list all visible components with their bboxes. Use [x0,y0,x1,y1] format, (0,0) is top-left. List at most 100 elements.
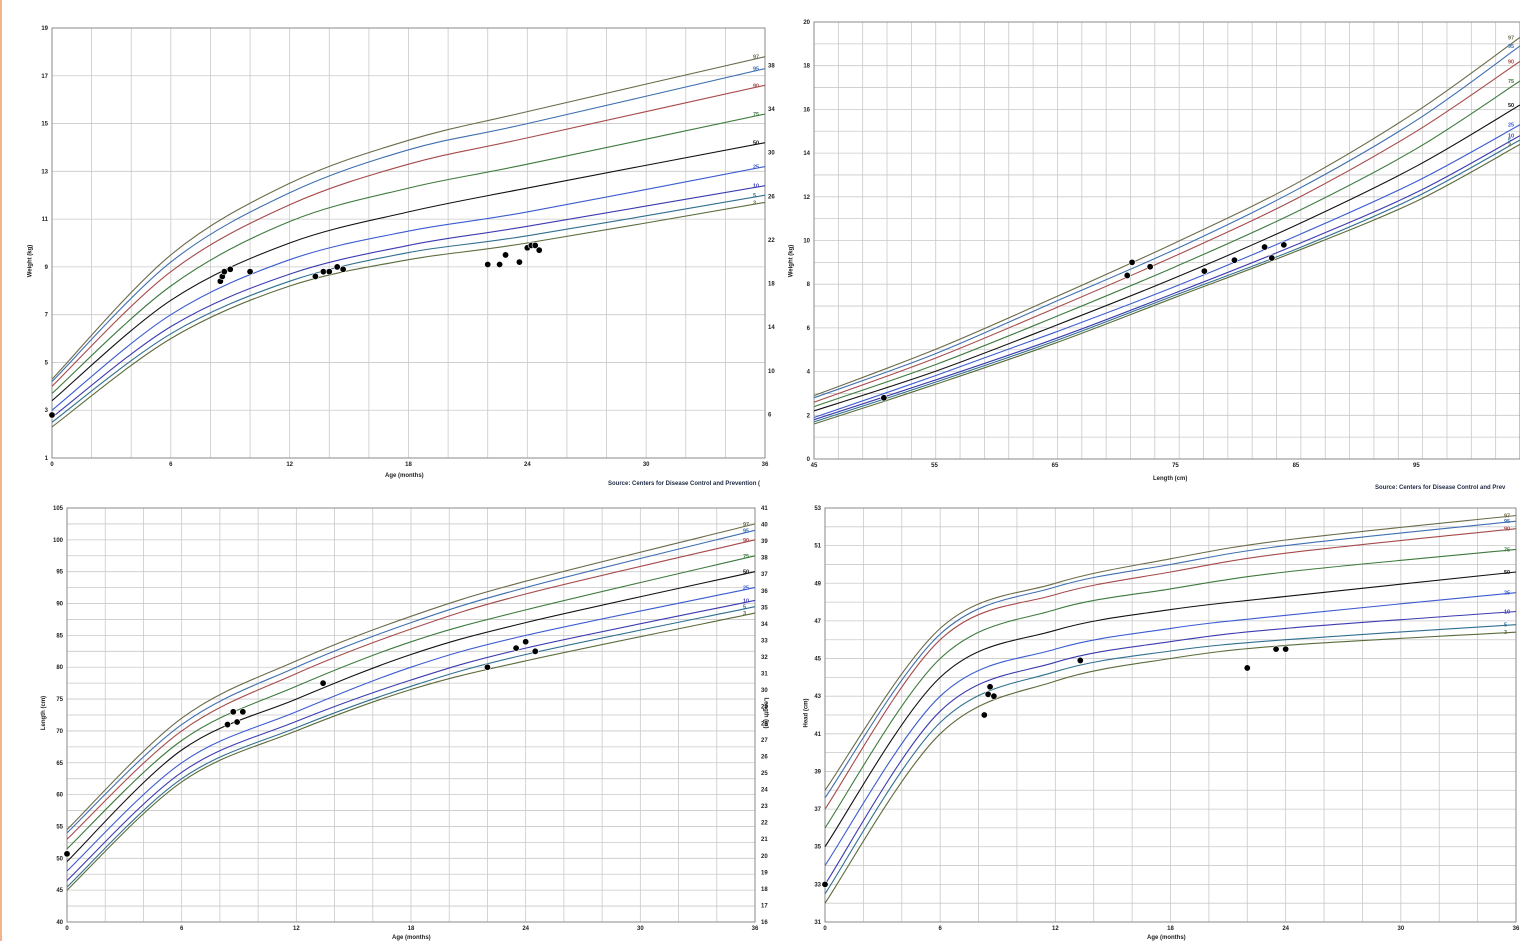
y-tick-label: 75 [56,697,63,703]
right-tick-label: 38 [761,556,768,562]
percentile-curve-10 [66,599,756,882]
percentile-label-25: 25 [753,165,759,171]
data-point [990,692,998,700]
data-point [531,241,539,249]
percentile-label-5: 5 [743,605,746,611]
chart-weight-for-age-svg: 0 6 12 18 24 30 361357911131517196101418222630… [41,26,775,468]
data-point [339,265,347,273]
x-tick-label: 6 [169,462,173,468]
y-tick-label: 18 [803,64,810,70]
x-tick-label: 55 [931,463,938,469]
percentile-label-50: 50 [753,141,759,147]
x-tick-label: 24 [1282,926,1289,932]
y-tick-label: 15 [41,122,48,128]
percentile-curve-97 [51,56,766,380]
data-point [220,268,228,276]
data-point [333,263,341,271]
percentile-curve-95 [66,529,756,834]
percentile-curve-25 [824,592,1517,866]
y-tick-label: 85 [56,633,63,639]
percentile-curve-90 [66,539,756,840]
percentile-label-90: 90 [753,83,759,89]
percentile-curve-50 [66,571,756,862]
y-tick-label: 70 [56,729,63,735]
x-tick-label: 95 [1413,463,1420,469]
y-tick-label: 105 [53,506,64,512]
percentile-curve-25 [51,166,766,411]
right-tick-label: 28 [761,721,768,727]
percentile-curve-25 [66,587,756,872]
plot-frame [813,21,1520,460]
right-tick-label: 34 [768,107,775,113]
data-point [1230,256,1238,264]
data-point [880,394,888,402]
chart-weight-for-length-svg: 45 55 65 75 85 95 0 2 4 6 8 10 12 14 16 18 20 97 95 90 75 50 2… [803,20,1520,469]
data-point [986,683,994,691]
percentile-curve-75 [824,548,1517,829]
x-tick-label: 65 [1052,463,1059,469]
data-point [1261,243,1269,251]
y-tick-label: 1 [45,456,49,462]
percentile-label-3: 3 [743,611,746,617]
percentile-curve-50 [824,571,1517,848]
right-tick-label: 36 [761,589,768,595]
grid [813,21,1520,460]
patient-points [880,241,1288,402]
grid [51,27,766,459]
percentile-curve-3 [51,201,766,428]
grid [66,507,756,923]
y-axis-label: Length (cm) [41,695,48,731]
data-point [980,711,988,719]
right-tick-label: 23 [761,804,768,810]
x-tick-label: 45 [811,463,818,469]
y-tick-label: 45 [56,888,63,894]
percentile-curve-3 [66,612,756,891]
y-tick-label: 43 [814,694,821,700]
percentile-curve-5 [813,139,1520,423]
y-tick-label: 50 [56,856,63,862]
data-point [63,850,71,858]
y-axis-label: Head (cm) [803,698,810,728]
y-tick-label: 6 [807,326,811,332]
data-point [233,718,241,726]
y-tick-label: 5 [45,360,49,366]
x-tick-label: 85 [1293,463,1300,469]
percentile-label-25: 25 [743,586,749,592]
data-point [512,644,520,652]
data-point [984,690,992,698]
data-point [229,708,237,716]
y-tick-label: 11 [42,217,49,223]
percentile-curve-10 [51,185,766,418]
percentile-label-5: 5 [1504,623,1507,629]
right-tick-label: 39 [761,539,768,545]
percentile-label-95: 95 [1508,44,1514,50]
x-tick-label: 0 [823,926,827,932]
right-tick-label: 21 [761,837,768,843]
right-tick-label: 33 [761,638,768,644]
right-tick-label: 24 [761,788,768,794]
percentile-label-25: 25 [1508,123,1514,129]
patient-points [63,638,539,858]
percentile-label-90: 90 [1504,527,1510,533]
x-tick-label: 30 [637,926,644,932]
y-tick-label: 19 [41,26,48,32]
percentile-curve-5 [824,624,1517,895]
data-point [1268,254,1276,262]
right-tick-label: 25 [761,771,768,777]
data-point [1146,263,1154,271]
y-tick-label: 60 [56,793,63,799]
percentile-label-10: 10 [743,598,749,604]
x-tick-label: 18 [405,462,412,468]
percentile-curve-10 [824,610,1517,885]
percentile-curve-3 [813,143,1520,425]
percentile-label-25: 25 [1504,591,1510,597]
percentile-curve-95 [813,45,1520,399]
y-tick-label: 0 [807,457,811,463]
y-tick-label: 51 [814,544,821,550]
percentile-curve-95 [51,68,766,382]
data-point [319,268,327,276]
x-tick-label: 12 [286,462,293,468]
y-tick-label: 95 [56,570,63,576]
